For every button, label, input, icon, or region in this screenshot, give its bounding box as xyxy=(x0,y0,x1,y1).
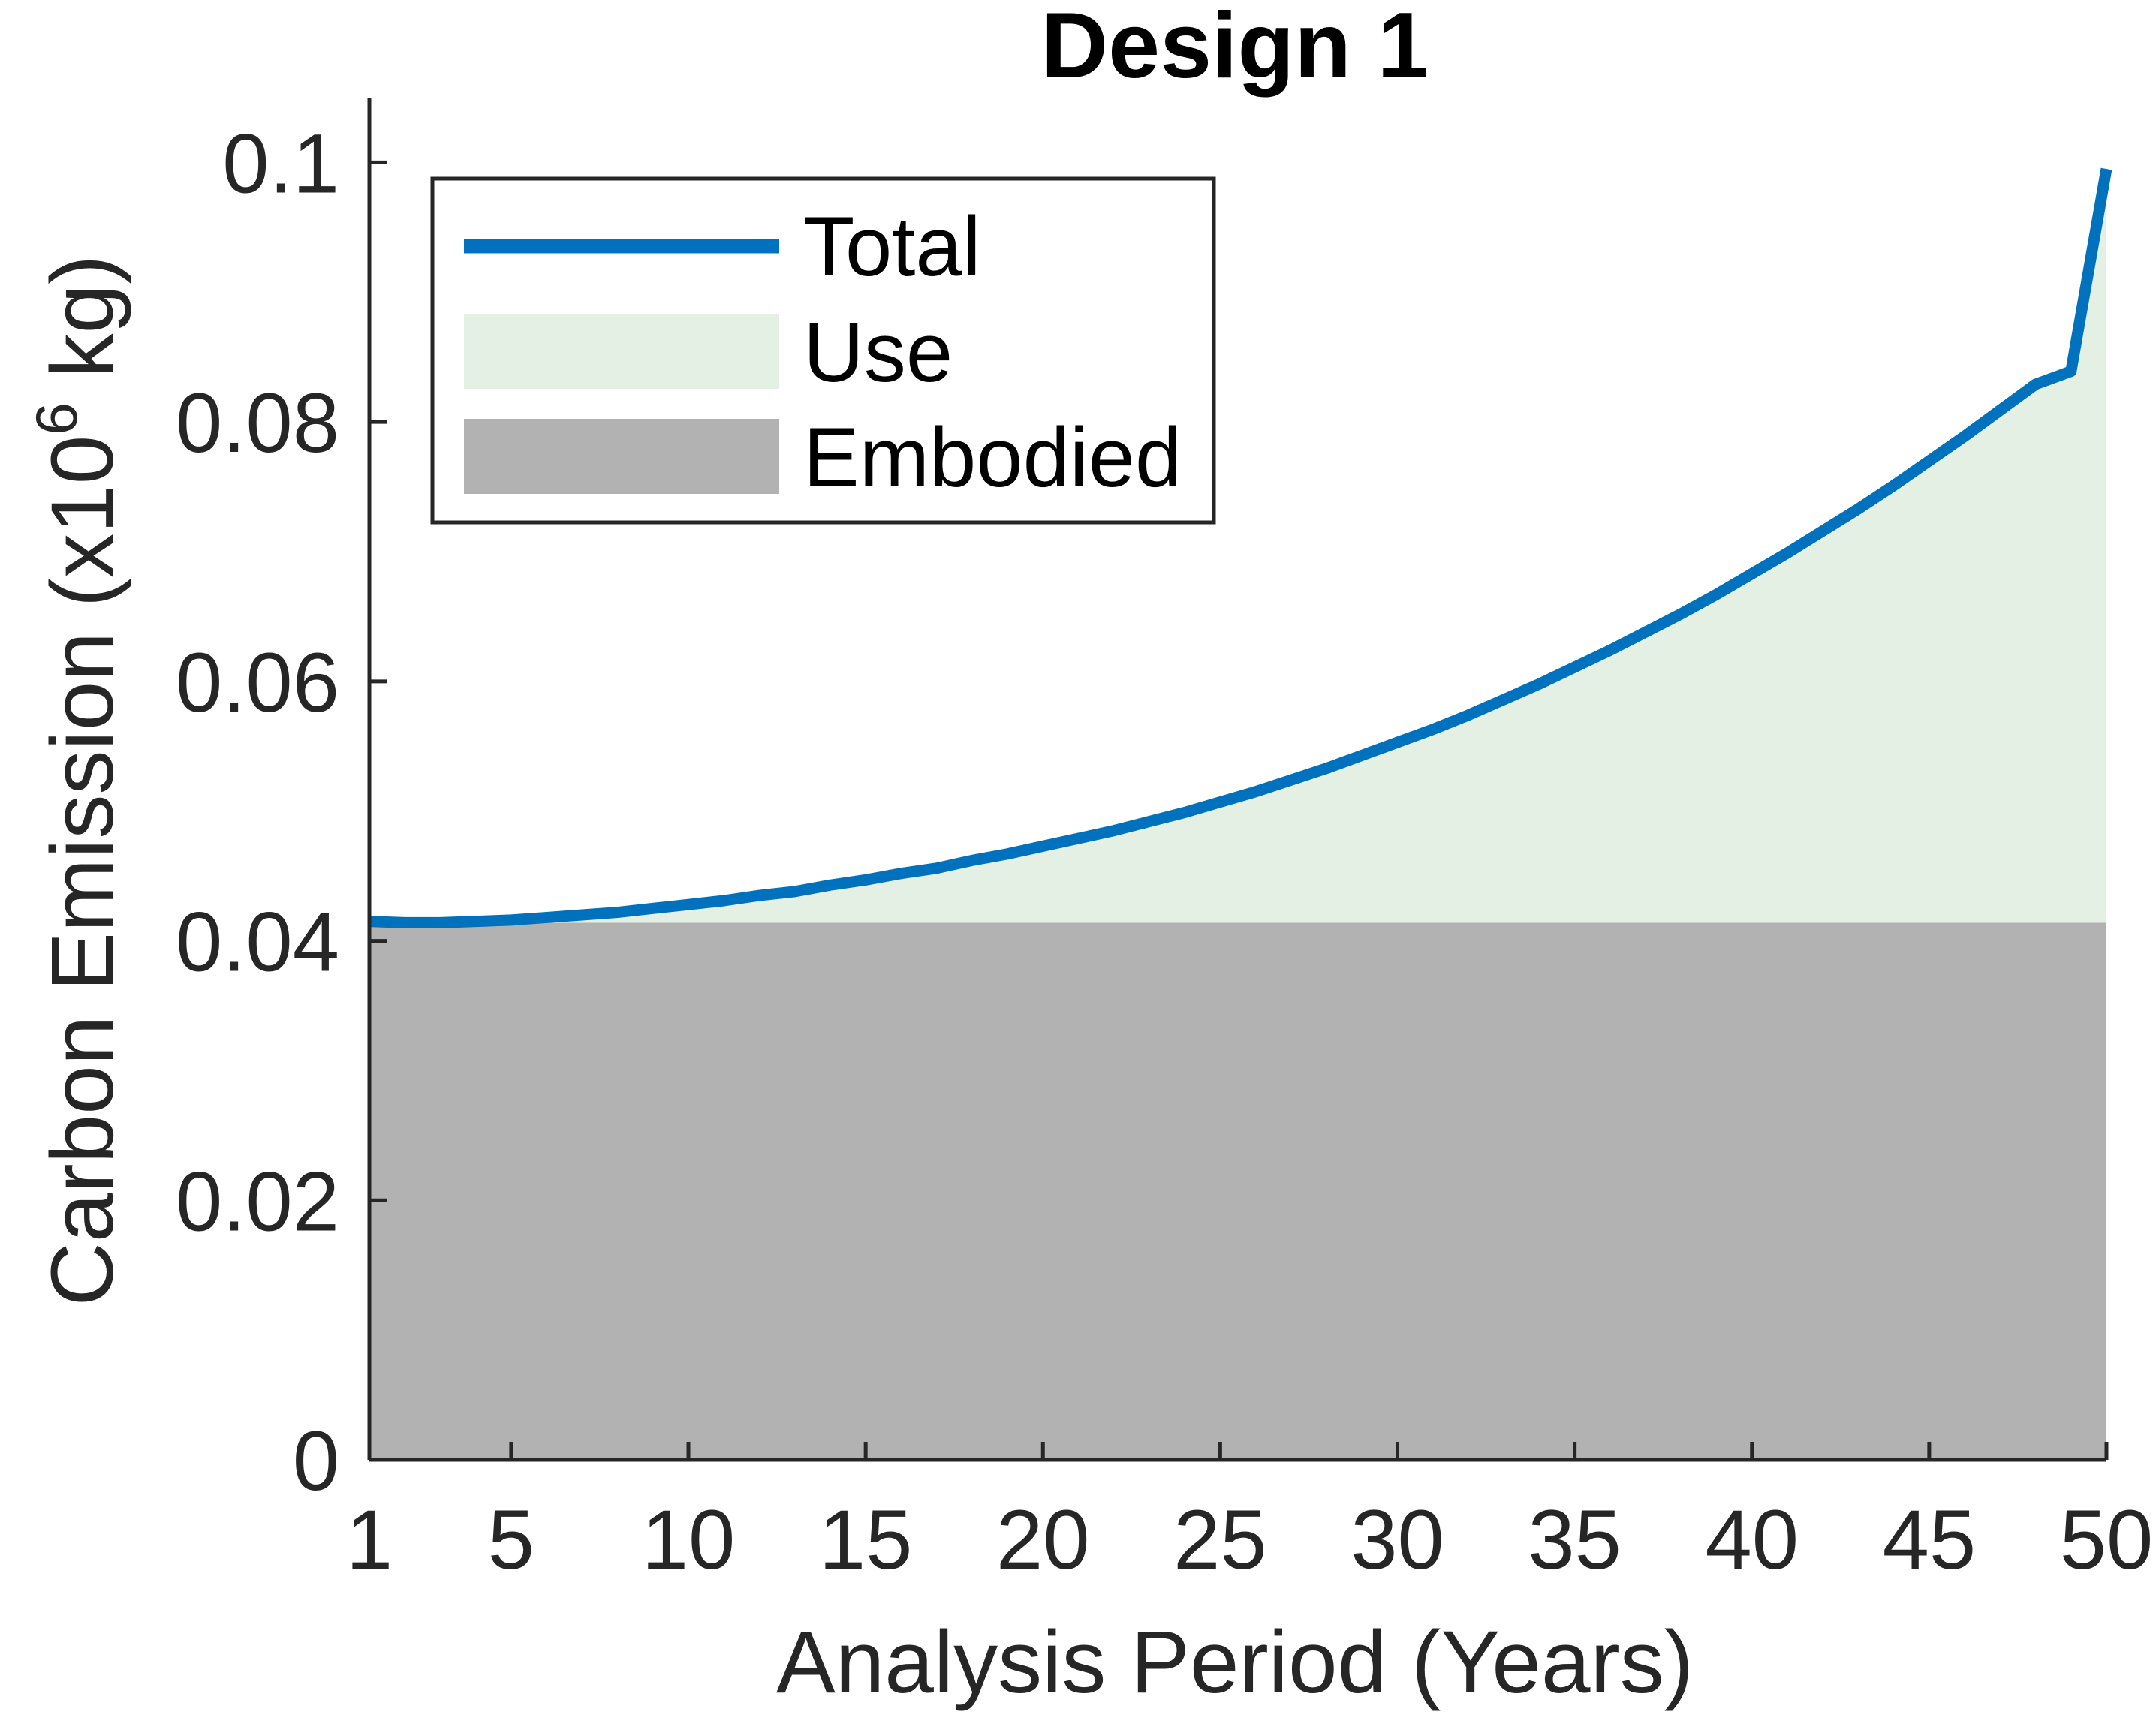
chart-title: Design 1 xyxy=(1041,0,1429,98)
y-axis-label: Carbon Emission (x106 kg) xyxy=(23,255,132,1307)
x-tick-label: 1 xyxy=(346,1493,393,1587)
legend-label-use: Use xyxy=(803,305,953,399)
legend-label-total: Total xyxy=(803,200,981,293)
legend: Total Use Embodied xyxy=(430,176,1216,525)
x-tick-label: 30 xyxy=(1351,1493,1444,1587)
y-tick-label: 0.02 xyxy=(176,1154,339,1248)
x-tick-label: 45 xyxy=(1883,1493,1977,1587)
y-axis-ticks: 0 0.02 0.04 0.06 0.08 0.1 xyxy=(176,116,387,1508)
x-tick-label: 20 xyxy=(996,1493,1090,1587)
y-tick-label: 0.08 xyxy=(176,376,339,470)
y-tick-label: 0.1 xyxy=(222,116,339,210)
legend-swatch-use xyxy=(464,314,779,389)
y-tick-label: 0.04 xyxy=(176,895,339,989)
line-layer xyxy=(369,167,2112,928)
y-tick-label: 0 xyxy=(293,1414,339,1508)
y-axis-label-exponent: 6 xyxy=(23,402,89,435)
x-tick-label: 50 xyxy=(2060,1493,2154,1587)
y-axis-label-base: Carbon Emission (x10 xyxy=(33,435,132,1307)
x-tick-label: 15 xyxy=(819,1493,913,1587)
x-axis-ticks: 1 5 10 15 20 25 30 35 40 45 50 xyxy=(346,1442,2153,1587)
axes xyxy=(367,98,2106,1462)
y-tick-label: 0.06 xyxy=(176,636,339,730)
x-axis-label: Analysis Period (Years) xyxy=(776,1613,1694,1712)
line-total xyxy=(369,167,2112,928)
x-tick-label: 25 xyxy=(1173,1493,1267,1587)
x-tick-label: 5 xyxy=(488,1493,534,1587)
area-use xyxy=(369,169,2106,923)
legend-label-embodied: Embodied xyxy=(803,411,1182,504)
area-embodied xyxy=(369,922,2106,1460)
y-axis-label-suffix: kg) xyxy=(33,255,132,403)
x-tick-label: 40 xyxy=(1705,1493,1799,1587)
x-tick-label: 35 xyxy=(1528,1493,1622,1587)
area-layer xyxy=(369,169,2106,1460)
x-tick-label: 10 xyxy=(642,1493,736,1587)
legend-swatch-embodied xyxy=(464,419,779,494)
